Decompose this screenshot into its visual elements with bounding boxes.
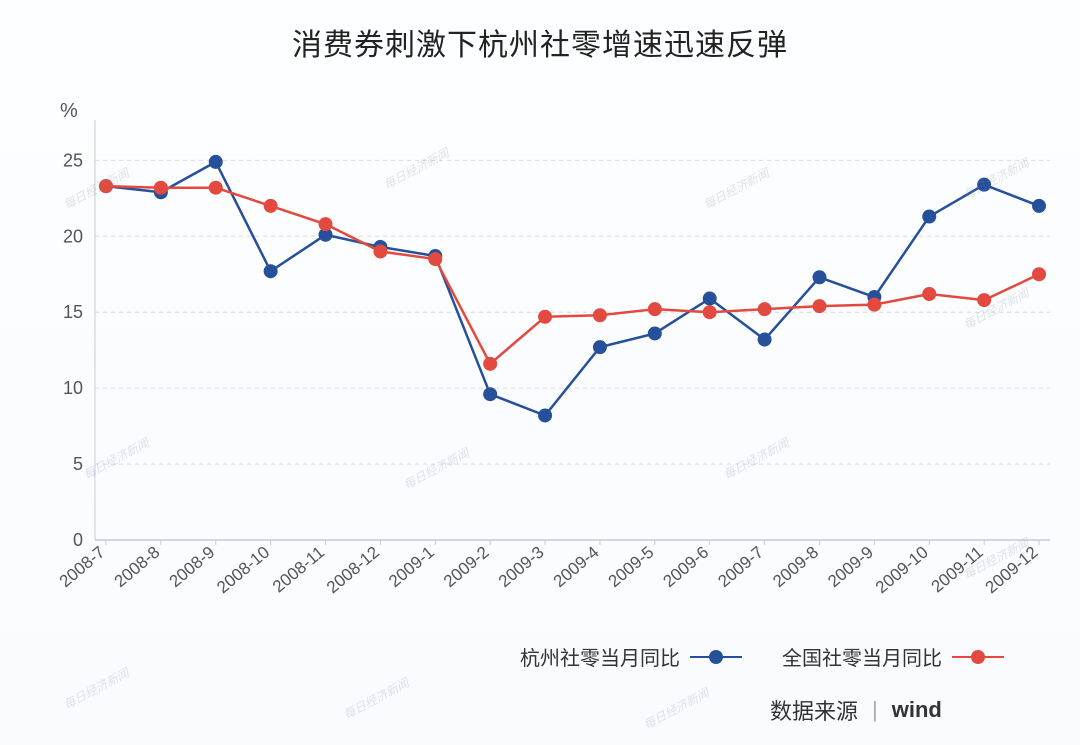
legend: 杭州社零当月同比 全国社零当月同比 (520, 642, 1004, 671)
svg-text:2009-1: 2009-1 (385, 543, 438, 592)
source-label: 数据来源 (770, 694, 858, 726)
svg-text:2009-12: 2009-12 (982, 543, 1042, 598)
svg-text:10: 10 (63, 378, 83, 398)
svg-text:2008-8: 2008-8 (111, 543, 164, 592)
svg-text:0: 0 (73, 530, 83, 550)
legend-swatch (952, 656, 1004, 658)
chart-container: 消费券刺激下杭州社零增速迅速反弹 % 05101520252008-72008-… (0, 0, 1080, 745)
svg-text:2009-11: 2009-11 (928, 543, 987, 597)
svg-text:2009-7: 2009-7 (714, 543, 767, 592)
source-separator: | (872, 697, 878, 723)
legend-item-hangzhou: 杭州社零当月同比 (520, 642, 742, 671)
data-source: 数据来源 | wind (770, 694, 942, 726)
svg-text:2009-10: 2009-10 (872, 543, 932, 598)
source-value: wind (892, 697, 942, 723)
svg-text:2009-9: 2009-9 (824, 543, 877, 592)
svg-text:2009-3: 2009-3 (495, 543, 548, 592)
legend-label: 杭州社零当月同比 (520, 642, 680, 671)
chart-plot: 05101520252008-72008-82008-92008-102008-… (0, 0, 1080, 745)
legend-swatch (690, 656, 742, 658)
svg-text:20: 20 (63, 226, 83, 246)
svg-text:2008-9: 2008-9 (166, 543, 219, 592)
svg-text:2008-10: 2008-10 (213, 543, 273, 598)
svg-text:2009-6: 2009-6 (660, 543, 713, 592)
svg-text:2009-4: 2009-4 (550, 543, 603, 592)
svg-text:2008-12: 2008-12 (323, 543, 383, 598)
legend-item-national: 全国社零当月同比 (782, 642, 1004, 671)
svg-text:2008-11: 2008-11 (269, 543, 328, 597)
svg-text:2009-5: 2009-5 (605, 543, 658, 592)
svg-text:2009-2: 2009-2 (440, 543, 493, 592)
svg-text:25: 25 (63, 150, 83, 170)
svg-text:5: 5 (73, 454, 83, 474)
svg-text:15: 15 (63, 302, 83, 322)
legend-label: 全国社零当月同比 (782, 642, 942, 671)
svg-text:2009-8: 2009-8 (769, 543, 822, 592)
